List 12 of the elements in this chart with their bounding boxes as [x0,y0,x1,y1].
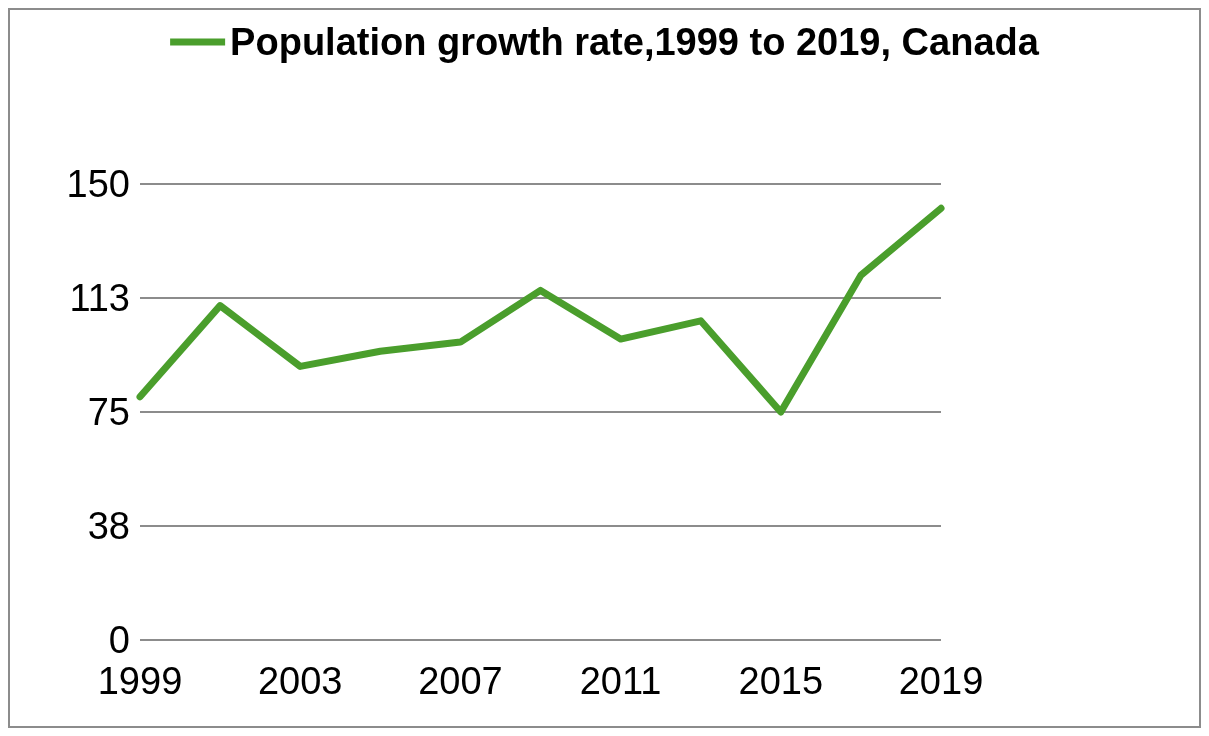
x-tick-label: 2015 [738,660,824,702]
x-tick-label: 2019 [898,660,984,702]
y-tick-label: 150 [66,163,130,205]
y-tick-label: 0 [108,619,130,661]
y-tick-label: 113 [69,277,130,319]
y-tick-label: 38 [87,505,130,547]
legend-label: Population growth rate,1999 to 2019, Canada [230,21,1040,63]
y-tick-label: 75 [87,391,130,433]
x-tick-label: 1999 [97,660,183,702]
x-tick-label: 2007 [418,660,503,702]
x-tick-label: 2011 [579,660,662,702]
x-tick-label: 2003 [257,660,343,702]
